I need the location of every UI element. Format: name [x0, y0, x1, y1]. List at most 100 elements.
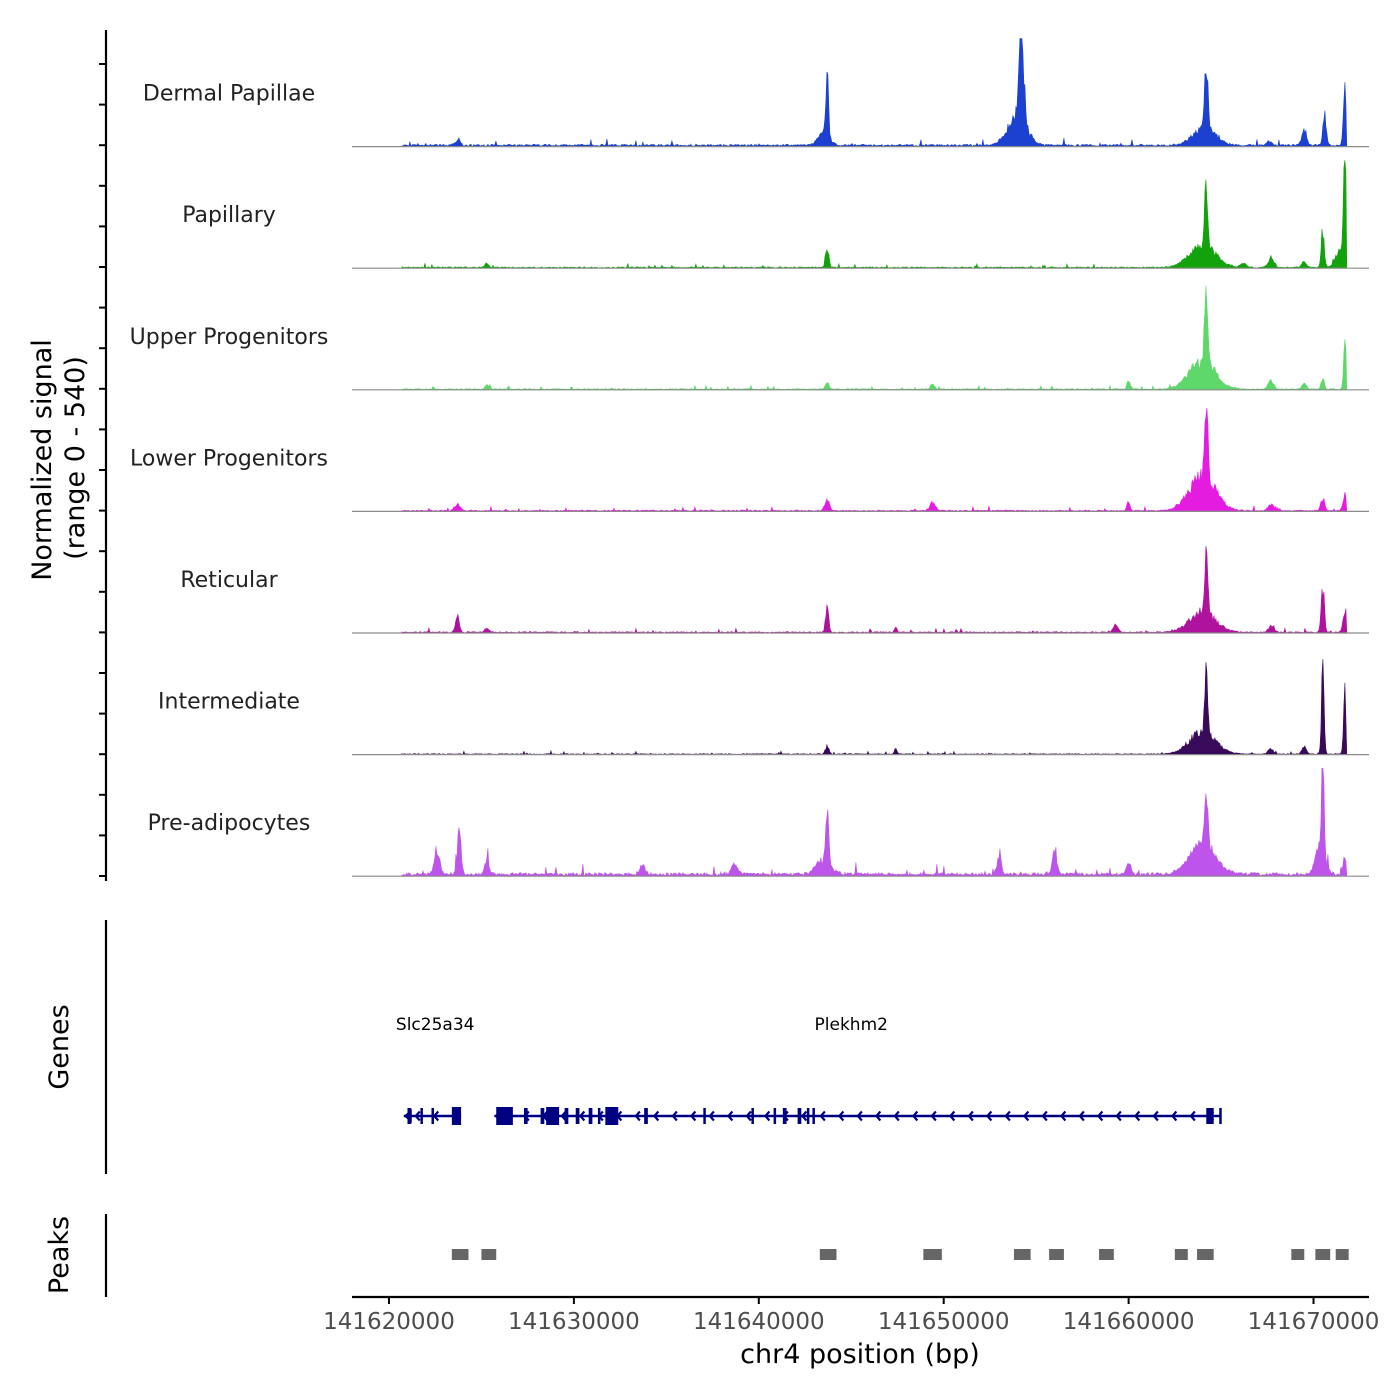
- track-reticular: Reticular: [180, 546, 1369, 634]
- strand-arrow: [1004, 1110, 1011, 1122]
- strand-arrow: [819, 1110, 826, 1122]
- peak-region: [1197, 1249, 1214, 1260]
- peak-region: [1174, 1249, 1188, 1260]
- x-tick-label: 141670000: [1248, 1309, 1380, 1335]
- gene-models: Slc25a34 Plekhm2: [396, 1015, 1222, 1125]
- strand-arrow: [1189, 1110, 1196, 1122]
- strand-arrow: [1133, 1110, 1141, 1122]
- exon: [806, 1108, 810, 1124]
- track-label-pre-adipocytes: Pre-adipocytes: [148, 811, 311, 836]
- exon: [644, 1108, 648, 1124]
- strand-arrow: [800, 1110, 808, 1122]
- gene-label-slc25a34: Slc25a34: [396, 1015, 475, 1035]
- exon: [523, 1108, 528, 1124]
- strand-arrow: [1115, 1110, 1122, 1122]
- signal-y-axis: Normalized signal (range 0 - 540): [27, 30, 108, 881]
- gene-label-plekhm2: Plekhm2: [815, 1015, 888, 1035]
- peak-region: [1315, 1249, 1331, 1260]
- strand-arrow: [745, 1110, 752, 1122]
- peak-region: [451, 1249, 469, 1260]
- strand-arrow: [930, 1110, 937, 1122]
- strand-arrow: [1059, 1110, 1067, 1122]
- track-lower-progenitors: Lower Progenitors: [130, 407, 1369, 512]
- peak-regions: [451, 1249, 1349, 1260]
- track-upper-progenitors: Upper Progenitors: [130, 285, 1369, 391]
- strand-arrow: [856, 1110, 863, 1122]
- x-axis-ticks: 141620000 141630000 141640000 141650000 1416…: [323, 1297, 1379, 1335]
- track-label-lower-progenitors: Lower Progenitors: [130, 446, 328, 471]
- strand-arrow: [578, 1110, 586, 1122]
- strand-arrow: [689, 1110, 697, 1122]
- coverage-area-lower-progenitors: [401, 407, 1348, 512]
- peak-region: [1099, 1249, 1114, 1260]
- peak-region: [481, 1249, 497, 1260]
- exon: [597, 1108, 601, 1124]
- x-axis: 141620000 141630000 141640000 141650000 1416…: [323, 1295, 1379, 1370]
- track-dermal-papillae: Dermal Papillae: [143, 38, 1369, 148]
- strand-arrow: [1096, 1110, 1104, 1122]
- exon: [605, 1107, 619, 1125]
- exon: [564, 1108, 569, 1124]
- x-tick-label: 141650000: [878, 1309, 1010, 1335]
- peak-region: [923, 1249, 942, 1260]
- peak-region: [819, 1249, 837, 1260]
- strand-arrow: [1170, 1110, 1178, 1122]
- strand-arrow: [763, 1110, 771, 1122]
- strand-arrow: [967, 1110, 974, 1122]
- strand-arrow: [726, 1110, 734, 1122]
- coverage-area-dermal-papillae: [401, 38, 1348, 147]
- exon: [496, 1107, 513, 1125]
- exon: [797, 1108, 802, 1124]
- strand-arrow: [893, 1110, 900, 1122]
- peaks-panel: Peaks: [44, 1214, 1349, 1297]
- x-axis-title: chr4 position (bp): [740, 1339, 980, 1370]
- coverage-area-pre-adipocytes: [401, 767, 1348, 877]
- strand-arrow: [634, 1110, 641, 1122]
- x-tick-label: 141630000: [508, 1309, 640, 1335]
- strand-arrow: [1152, 1110, 1159, 1122]
- gene-slc25a34: Slc25a34: [396, 1015, 475, 1125]
- exon: [1219, 1108, 1222, 1124]
- peak-region: [1335, 1249, 1349, 1260]
- track-label-upper-progenitors: Upper Progenitors: [130, 325, 329, 350]
- strand-arrow: [1078, 1110, 1085, 1122]
- strand-arrow: [948, 1110, 956, 1122]
- x-tick-label: 141640000: [693, 1309, 825, 1335]
- exon: [575, 1108, 580, 1124]
- exon: [588, 1108, 593, 1124]
- gene-plekhm2: Plekhm2: [494, 1015, 1222, 1125]
- strand-arrow: [985, 1110, 993, 1122]
- coverage-area-intermediate: [401, 659, 1348, 755]
- genes-panel: Genes Slc25a34 Plekhm2: [44, 920, 1222, 1174]
- signal-y-axis-range: (range 0 - 540): [60, 356, 91, 560]
- coverage-area-reticular: [401, 546, 1348, 634]
- exon: [703, 1108, 706, 1124]
- x-tick-label: 141660000: [1063, 1309, 1195, 1335]
- track-label-dermal-papillae: Dermal Papillae: [143, 82, 315, 107]
- track-label-intermediate: Intermediate: [158, 690, 300, 715]
- peaks-axis-title: Peaks: [44, 1216, 75, 1294]
- strand-arrow: [708, 1110, 715, 1122]
- track-label-papillary: Papillary: [182, 203, 276, 228]
- strand-arrow: [837, 1110, 845, 1122]
- peak-region: [1013, 1249, 1031, 1260]
- exon: [1206, 1108, 1214, 1124]
- exon: [431, 1108, 435, 1124]
- strand-arrow: [432, 1110, 440, 1122]
- strand-arrow: [414, 1110, 421, 1122]
- strand-arrow: [874, 1110, 882, 1122]
- coverage-tracks: Dermal Papillae Papillary Upper Progenitor…: [130, 38, 1369, 877]
- peak-region: [1049, 1249, 1064, 1260]
- signal-y-axis-title: Normalized signal: [27, 339, 58, 581]
- exon: [420, 1108, 423, 1124]
- coverage-area-upper-progenitors: [401, 285, 1348, 391]
- exon: [407, 1108, 412, 1124]
- coverage-area-papillary: [401, 160, 1348, 269]
- x-tick-label: 141620000: [323, 1309, 455, 1335]
- strand-arrow: [1041, 1110, 1048, 1122]
- peak-region: [1291, 1249, 1305, 1260]
- strand-arrow: [671, 1110, 678, 1122]
- track-papillary: Papillary: [182, 160, 1369, 269]
- track-label-reticular: Reticular: [180, 568, 278, 593]
